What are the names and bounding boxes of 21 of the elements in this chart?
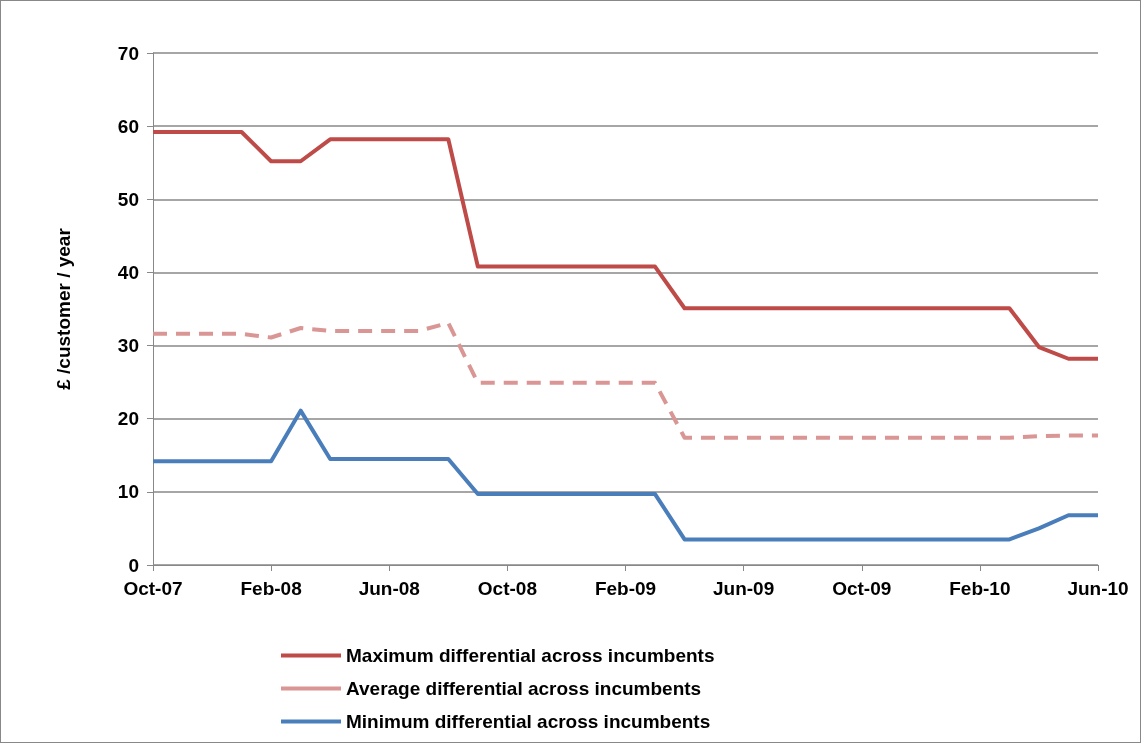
y-tick-label: 60 bbox=[117, 115, 139, 137]
x-tick-label: Oct-09 bbox=[832, 578, 892, 599]
y-axis-title: £ /customer / year bbox=[53, 227, 74, 390]
y-tick-label: 40 bbox=[117, 261, 139, 283]
x-tick-label: Feb-09 bbox=[594, 578, 657, 599]
y-tick-label: 70 bbox=[117, 42, 139, 64]
legend-label: Minimum differential across incumbents bbox=[346, 711, 711, 732]
x-tick-label: Feb-10 bbox=[949, 578, 1011, 599]
legend-label: Maximum differential across incumbents bbox=[346, 645, 715, 666]
x-tick-label: Jun-10 bbox=[1067, 578, 1129, 599]
y-tick-label: 0 bbox=[128, 554, 139, 576]
y-tick-label: 50 bbox=[117, 188, 139, 210]
y-tick-label: 20 bbox=[117, 408, 139, 430]
x-tick-label: Jun-09 bbox=[713, 578, 775, 599]
x-tick-label: Oct-08 bbox=[477, 578, 537, 599]
x-tick-label: Feb-08 bbox=[240, 578, 302, 599]
y-tick-label: 30 bbox=[117, 335, 139, 357]
legend-label: Average differential across incumbents bbox=[346, 678, 702, 699]
x-tick-label: Oct-07 bbox=[123, 578, 183, 599]
x-tick-label: Jun-08 bbox=[358, 578, 420, 599]
y-tick-label: 10 bbox=[117, 481, 139, 503]
